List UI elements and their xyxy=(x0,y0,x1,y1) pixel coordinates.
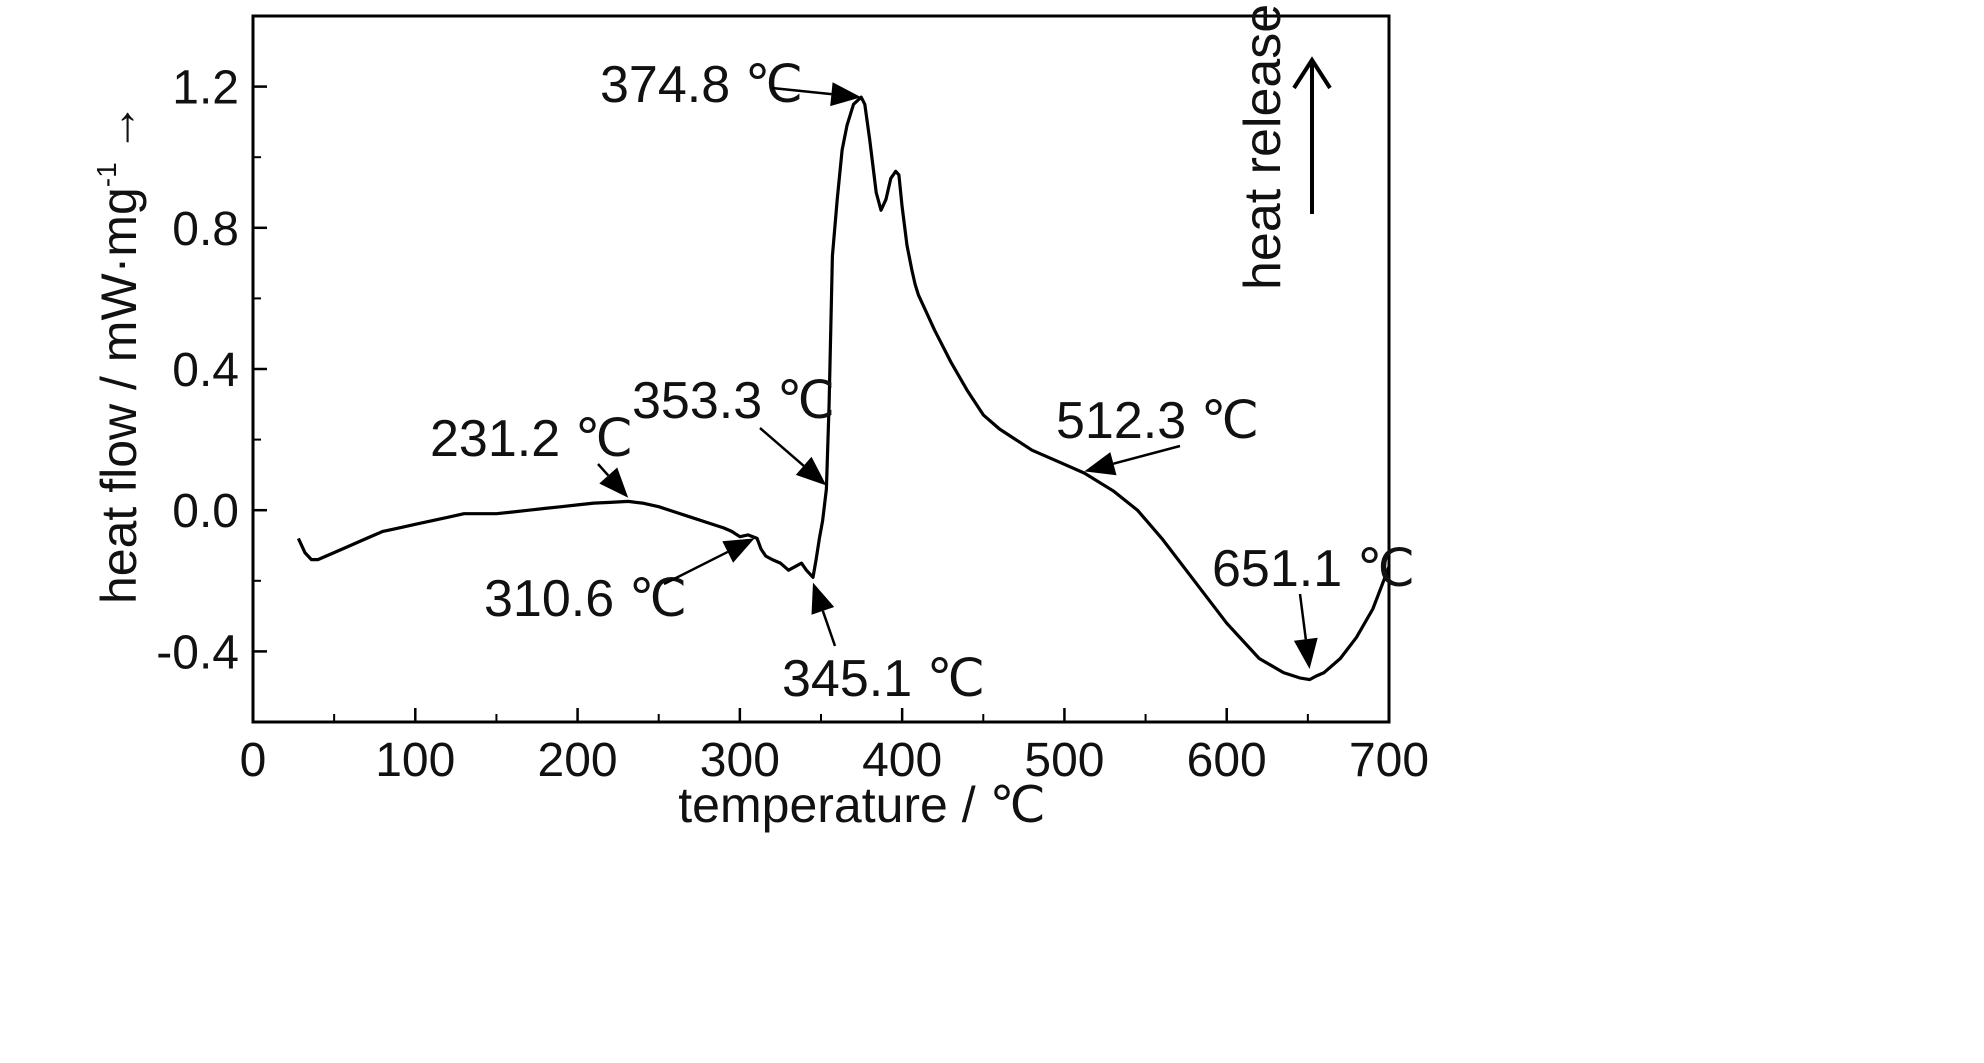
annotation-arrowhead-icon xyxy=(795,456,827,486)
annotation-label: 353.3 ℃ xyxy=(632,372,835,430)
heat-release-arrowhead-icon xyxy=(1292,56,1332,90)
annotation-5: 512.3 ℃ xyxy=(1056,392,1259,476)
y-tick-label: 1.2 xyxy=(172,62,239,115)
y-axis-label-group: heat flow / mW·mg-1 → xyxy=(91,102,147,604)
plot-frame xyxy=(251,14,1391,724)
x-tick-label: 400 xyxy=(862,734,942,787)
annotation-label: 231.2 ℃ xyxy=(430,410,633,468)
series-line-heat-flow xyxy=(296,95,1391,682)
x-axis-label: temperature / ℃ xyxy=(678,777,1045,833)
annotation-arrow-shaft xyxy=(771,86,832,96)
y-axis-label-main: heat flow / mW·mg xyxy=(91,187,147,604)
x-tick-label: 200 xyxy=(538,734,618,787)
axis-ticks xyxy=(251,15,1391,723)
heat-release-label: heat release xyxy=(1234,4,1292,290)
y-tick-label: 0.4 xyxy=(172,344,239,397)
annotation-label: 310.6 ℃ xyxy=(484,570,687,628)
annotation-4: 345.1 ℃ xyxy=(782,582,985,708)
annotation-arrow-shaft xyxy=(597,463,610,477)
annotation-arrow-shaft xyxy=(821,610,837,647)
annotation-label: 512.3 ℃ xyxy=(1056,392,1259,450)
x-tick-label: 700 xyxy=(1349,734,1429,787)
tick-labels: 0 100 200 300 400 500 600 700 1.2 0.8 0.4 0.0 -0.4 xyxy=(156,62,1429,787)
annotation-3: 310.6 ℃ xyxy=(484,538,755,628)
x-tick-label: 600 xyxy=(1187,734,1267,787)
annotation-arrow-shaft xyxy=(663,550,729,586)
annotation-arrowhead-icon xyxy=(1293,637,1318,669)
x-tick-label: 300 xyxy=(700,734,780,787)
annotation-arrowhead-icon xyxy=(599,467,629,498)
y-tick-label: -0.4 xyxy=(156,626,239,679)
y-tick-label: 0.8 xyxy=(172,203,239,256)
x-tick-label: 100 xyxy=(375,734,455,787)
annotation-arrow-shaft xyxy=(1113,444,1181,465)
x-tick-label: 500 xyxy=(1024,734,1104,787)
annotation-arrowhead-icon xyxy=(830,82,862,107)
annotation-6: 651.1 ℃ xyxy=(1212,540,1415,669)
annotation-0: 374.8 ℃ xyxy=(600,56,862,114)
annotation-label: 345.1 ℃ xyxy=(782,650,985,708)
y-tick-label: 0.0 xyxy=(172,485,239,538)
annotation-arrowhead-icon xyxy=(811,582,835,615)
annotation-arrowhead-icon xyxy=(1084,452,1117,476)
annotation-label: 651.1 ℃ xyxy=(1212,540,1415,598)
annotation-arrowhead-icon xyxy=(722,538,755,563)
annotation-label: 374.8 ℃ xyxy=(600,56,803,114)
y-axis-label: heat flow / mW·mg-1 → xyxy=(91,102,147,604)
annotation-1: 353.3 ℃ xyxy=(632,372,835,486)
y-axis-label-superscript: -1 xyxy=(91,162,122,187)
annotation-arrow-shaft xyxy=(1298,593,1308,640)
x-tick-label: 0 xyxy=(240,734,267,787)
y-axis-label-arrow: → xyxy=(91,102,147,152)
heat-release-note: heat release xyxy=(1234,4,1332,290)
annotation-2: 231.2 ℃ xyxy=(430,410,633,498)
annotation-arrow-shaft xyxy=(759,427,805,467)
